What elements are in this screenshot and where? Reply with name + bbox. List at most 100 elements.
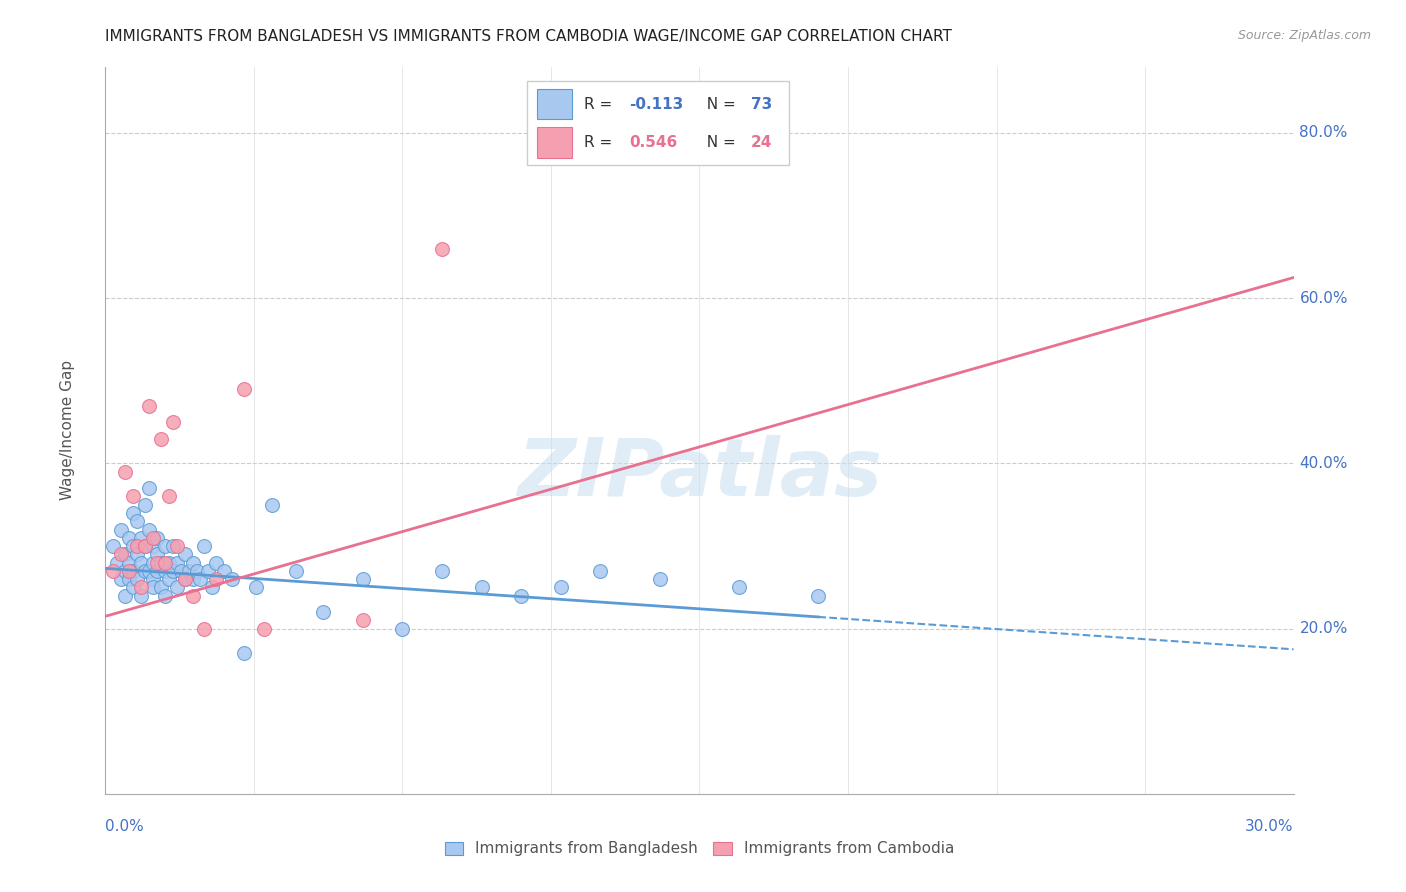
- Point: [550, 580, 572, 594]
- Point: [129, 556, 152, 570]
- Point: [391, 622, 413, 636]
- Point: [510, 589, 533, 603]
- Point: [118, 564, 141, 578]
- Point: [142, 572, 165, 586]
- Point: [233, 382, 256, 396]
- Point: [205, 556, 228, 570]
- Point: [110, 572, 132, 586]
- Point: [114, 547, 136, 561]
- Text: 80.0%: 80.0%: [1299, 126, 1348, 140]
- Text: N =: N =: [697, 96, 741, 112]
- Point: [190, 572, 212, 586]
- Legend: Immigrants from Bangladesh, Immigrants from Cambodia: Immigrants from Bangladesh, Immigrants f…: [439, 835, 960, 863]
- Point: [173, 572, 195, 586]
- Point: [201, 580, 224, 594]
- Text: 40.0%: 40.0%: [1299, 456, 1348, 471]
- Point: [127, 539, 149, 553]
- Text: 30.0%: 30.0%: [1246, 820, 1294, 834]
- Point: [142, 580, 165, 594]
- Point: [430, 564, 453, 578]
- Point: [728, 580, 751, 594]
- Point: [312, 605, 335, 619]
- Point: [122, 490, 145, 504]
- Point: [352, 572, 374, 586]
- Point: [122, 506, 145, 520]
- Point: [122, 539, 145, 553]
- Point: [146, 564, 169, 578]
- Text: -0.113: -0.113: [630, 96, 683, 112]
- Point: [166, 539, 188, 553]
- Point: [134, 539, 156, 553]
- Point: [146, 556, 169, 570]
- Point: [142, 531, 165, 545]
- Text: 60.0%: 60.0%: [1299, 291, 1348, 306]
- Point: [162, 564, 184, 578]
- Point: [166, 580, 188, 594]
- Point: [146, 547, 169, 561]
- Text: 0.546: 0.546: [630, 135, 678, 150]
- Point: [181, 556, 204, 570]
- Point: [134, 498, 156, 512]
- Text: IMMIGRANTS FROM BANGLADESH VS IMMIGRANTS FROM CAMBODIA WAGE/INCOME GAP CORRELATI: IMMIGRANTS FROM BANGLADESH VS IMMIGRANTS…: [105, 29, 952, 44]
- Point: [110, 523, 132, 537]
- Point: [127, 547, 149, 561]
- FancyBboxPatch shape: [537, 88, 572, 120]
- Text: R =: R =: [585, 135, 617, 150]
- Point: [103, 564, 125, 578]
- Point: [142, 539, 165, 553]
- Point: [245, 580, 267, 594]
- Text: ZIPatlas: ZIPatlas: [517, 435, 882, 513]
- Point: [149, 432, 172, 446]
- Point: [181, 572, 204, 586]
- Point: [648, 572, 671, 586]
- Point: [214, 564, 236, 578]
- Point: [138, 399, 160, 413]
- Point: [110, 547, 132, 561]
- Point: [193, 622, 215, 636]
- Point: [153, 539, 176, 553]
- Point: [129, 531, 152, 545]
- Point: [153, 589, 176, 603]
- Point: [233, 647, 256, 661]
- Point: [181, 589, 204, 603]
- Point: [260, 498, 283, 512]
- Point: [114, 589, 136, 603]
- Point: [118, 556, 141, 570]
- Point: [253, 622, 276, 636]
- Point: [352, 614, 374, 628]
- Point: [205, 572, 228, 586]
- Point: [138, 523, 160, 537]
- Point: [166, 556, 188, 570]
- Point: [186, 564, 208, 578]
- Point: [162, 539, 184, 553]
- Point: [193, 539, 215, 553]
- Point: [127, 514, 149, 528]
- Text: Source: ZipAtlas.com: Source: ZipAtlas.com: [1237, 29, 1371, 42]
- Point: [127, 572, 149, 586]
- Point: [134, 539, 156, 553]
- Point: [153, 564, 176, 578]
- Point: [142, 556, 165, 570]
- Point: [129, 589, 152, 603]
- FancyBboxPatch shape: [527, 81, 789, 165]
- Text: Wage/Income Gap: Wage/Income Gap: [60, 360, 75, 500]
- Text: 24: 24: [751, 135, 772, 150]
- Point: [114, 465, 136, 479]
- Point: [221, 572, 243, 586]
- Point: [118, 531, 141, 545]
- Point: [162, 415, 184, 429]
- Point: [157, 556, 180, 570]
- Point: [173, 572, 195, 586]
- Point: [138, 564, 160, 578]
- Point: [138, 481, 160, 495]
- Point: [177, 564, 200, 578]
- Point: [129, 580, 152, 594]
- Point: [103, 539, 125, 553]
- Point: [122, 580, 145, 594]
- Point: [170, 564, 193, 578]
- FancyBboxPatch shape: [537, 128, 572, 158]
- Point: [284, 564, 307, 578]
- Point: [149, 580, 172, 594]
- Point: [173, 547, 195, 561]
- Point: [589, 564, 612, 578]
